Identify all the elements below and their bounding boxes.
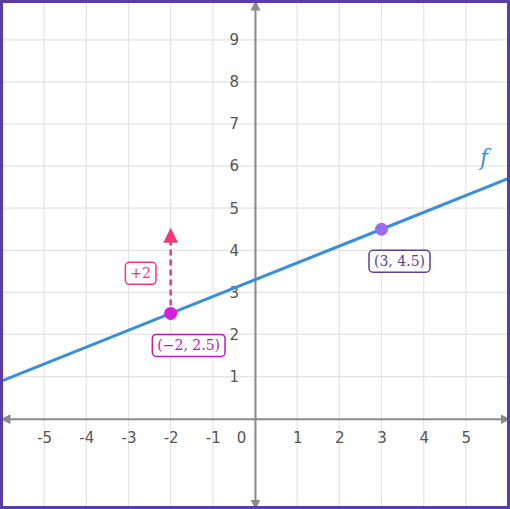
y-tick: 7 — [229, 115, 255, 133]
y-tick-label: 4 — [229, 242, 239, 260]
x-tick: -2 — [164, 419, 179, 448]
y-tick: 1 — [229, 368, 255, 386]
x-tick-label: -5 — [37, 429, 52, 447]
x-tick: 5 — [462, 419, 472, 448]
point — [375, 223, 388, 236]
x-tick: -1 — [206, 419, 221, 448]
x-tick: 2 — [335, 419, 345, 448]
chart: -5-4-3-2-1012345123456789(−2, 2.5)(3, 4.… — [0, 0, 510, 509]
labels: (−2, 2.5) (3, 4.5) +2 f — [125, 145, 492, 357]
x-tick-label: -3 — [122, 429, 137, 447]
x-tick: 3 — [377, 419, 387, 448]
x-tick: 4 — [419, 419, 429, 448]
y-tick-label: 6 — [229, 157, 239, 175]
grid-line-x — [254, 2, 255, 507]
y-tick: 2 — [229, 326, 255, 344]
y-tick: 5 — [229, 200, 255, 218]
line-series — [2, 179, 508, 381]
axis-line — [255, 3, 257, 508]
y-tick-label: 8 — [229, 73, 239, 91]
shift-label-text: +2 — [130, 265, 151, 281]
x-tick-label: -1 — [206, 429, 221, 447]
y-tick: 9 — [229, 31, 255, 49]
plot-area — [2, 179, 508, 381]
grid — [2, 2, 508, 507]
frame — [2, 2, 509, 508]
x-tick-label: 4 — [419, 429, 429, 447]
shift-arrow — [169, 235, 172, 305]
x-tick: 1 — [293, 419, 303, 448]
point-label: (3, 4.5) — [369, 250, 430, 272]
x-tick: -5 — [37, 419, 52, 448]
y-tick-label: 1 — [229, 368, 239, 386]
point — [164, 307, 177, 320]
y-tick: 4 — [229, 242, 255, 260]
y-tick-label: 2 — [229, 326, 239, 344]
y-tick: 8 — [229, 73, 255, 91]
x-tick-label: 3 — [377, 429, 387, 447]
x-tick: 0 — [237, 419, 256, 448]
x-tick: -4 — [79, 419, 94, 448]
y-tick-label: 5 — [229, 200, 239, 218]
point-label-box — [152, 334, 225, 356]
point-label-text: (−2, 2.5) — [157, 337, 220, 353]
point-label-text: (3, 4.5) — [374, 253, 425, 269]
x-tick-label: 5 — [462, 429, 472, 447]
series-name: f — [478, 145, 492, 170]
x-tick-label: -2 — [164, 429, 179, 447]
y-tick-label: 7 — [229, 115, 239, 133]
point-label-box — [369, 250, 430, 272]
point-label: (−2, 2.5) — [152, 334, 225, 356]
y-tick-label: 9 — [229, 31, 239, 49]
x-tick-label: 0 — [237, 429, 247, 447]
x-tick-label: 1 — [293, 429, 303, 447]
y-axis: 123456789 — [229, 3, 255, 508]
y-tick: 6 — [229, 157, 255, 175]
x-tick-label: -4 — [79, 429, 94, 447]
shift-label: +2 — [125, 262, 156, 284]
x-tick-label: 2 — [335, 429, 345, 447]
x-tick: -3 — [122, 419, 137, 448]
shift-label-box — [125, 262, 156, 284]
